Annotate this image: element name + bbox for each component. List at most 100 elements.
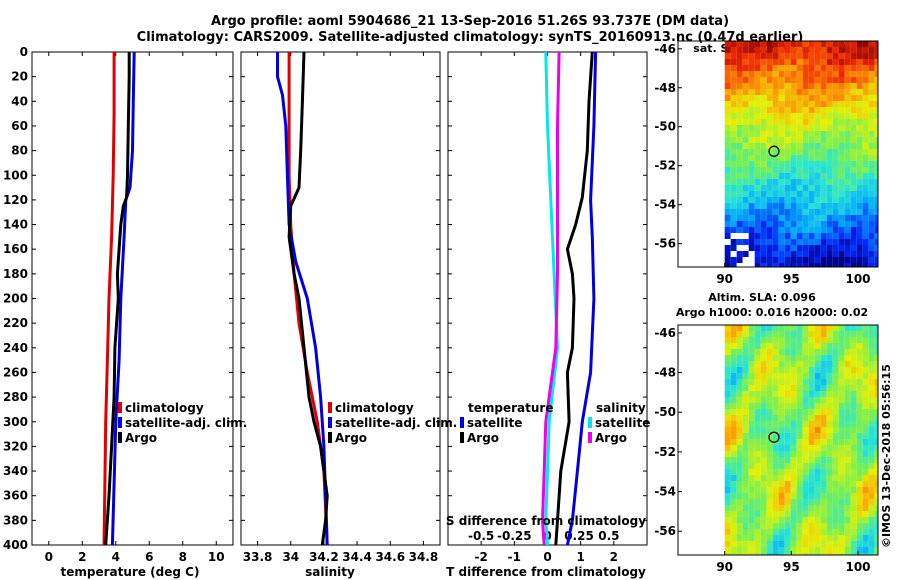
legend-label-s-argo: Argo	[595, 431, 627, 445]
sst-map-cell	[742, 53, 749, 59]
sla-map-cell	[730, 493, 737, 499]
sla-map-cell	[778, 349, 785, 355]
sla-map-cell	[778, 355, 785, 361]
sla-map-cell	[838, 463, 845, 469]
sla-map-cell	[790, 523, 797, 529]
sst-map-cell	[838, 203, 845, 209]
sst-map-cell	[868, 155, 875, 161]
sst-map-cell	[796, 233, 803, 239]
sst-map-cell	[778, 53, 785, 59]
sla-map-cell	[844, 397, 851, 403]
sst-map-cell	[844, 155, 851, 161]
sla-map-cell	[796, 475, 803, 481]
sla-map-cell	[862, 439, 869, 445]
temp-xtick-label: 8	[179, 550, 187, 564]
sst-map-cell	[724, 209, 731, 215]
sst-map-cell	[874, 185, 878, 191]
diff-series-t-argo	[554, 51, 594, 546]
sla-map-cell	[808, 463, 815, 469]
sst-map-cell	[856, 227, 863, 233]
sla-map-cell	[820, 517, 827, 523]
sst-map-cell	[778, 185, 785, 191]
sst-map-cell	[742, 203, 749, 209]
sla-map-cell	[832, 445, 839, 451]
sst-map-cell	[862, 215, 869, 221]
sst-map-cell	[760, 149, 767, 155]
sla-map-cell	[808, 439, 815, 445]
sst-map-cell	[736, 143, 743, 149]
sla-map-cell	[796, 439, 803, 445]
sst-map-cell	[838, 95, 845, 101]
temp-xtick-label: 2	[78, 550, 86, 564]
sst-map-cell	[724, 95, 731, 101]
sst-map-cell	[796, 107, 803, 113]
sla-map-cell	[766, 385, 773, 391]
sst-map-cell	[766, 257, 773, 263]
sla-map-cell	[814, 421, 821, 427]
sla-map-lat-label: -50	[654, 405, 676, 419]
sst-map-cell	[814, 257, 821, 263]
temp-xtick-label: 4	[112, 550, 120, 564]
sla-map-cell	[784, 421, 791, 427]
sla-map-cell	[844, 553, 851, 555]
sst-map-cell	[796, 197, 803, 203]
sst-map-cell	[826, 215, 833, 221]
sst-map-cell	[778, 125, 785, 131]
sst-map-cell	[796, 119, 803, 125]
sla-map-cell	[820, 361, 827, 367]
sst-map-cell	[862, 197, 869, 203]
sst-map-cell	[826, 173, 833, 179]
sst-map-cell	[820, 161, 827, 167]
sla-map-cell	[808, 511, 815, 517]
sst-map-cell	[850, 221, 857, 227]
sla-map-cell	[862, 445, 869, 451]
sla-map-cell	[856, 409, 863, 415]
sla-map-cell	[856, 475, 863, 481]
diff-series-s-argo	[541, 51, 561, 546]
sla-map-cell	[742, 337, 749, 343]
sst-map-cell	[736, 41, 743, 47]
sst-map-cell	[820, 41, 827, 47]
sla-map-cell	[784, 325, 791, 331]
sst-map-cell	[826, 197, 833, 203]
sla-map-cell	[796, 541, 803, 547]
sst-map-cell	[736, 107, 743, 113]
sst-map-cell	[814, 173, 821, 179]
sst-map-cell	[814, 53, 821, 59]
sst-map-cell	[724, 47, 731, 53]
sst-map-cell	[784, 263, 791, 267]
sst-map-cell	[766, 77, 773, 83]
sla-map-cell	[826, 343, 833, 349]
sst-map-cell	[820, 149, 827, 155]
sst-map-cell	[796, 263, 803, 267]
sla-map-cell	[790, 337, 797, 343]
sst-map-cell	[760, 197, 767, 203]
diff-xtick-label: -2	[474, 550, 487, 564]
sst-map-cell	[814, 101, 821, 107]
sla-map-cell	[730, 487, 737, 493]
sst-map-cell	[832, 263, 839, 267]
sst-map-cell	[808, 179, 815, 185]
sst-map-cell	[808, 227, 815, 233]
s-difference-label: S difference from climatology	[446, 514, 646, 528]
sst-map-cell	[838, 227, 845, 233]
sst-map-cell	[856, 173, 863, 179]
sla-map-cell	[766, 463, 773, 469]
sst-map-cell	[868, 107, 875, 113]
sla-map-cell	[838, 445, 845, 451]
sla-map-cell	[766, 355, 773, 361]
sla-map-cell	[772, 343, 779, 349]
sla-map-cell	[868, 475, 875, 481]
sla-map-cell	[850, 535, 857, 541]
sla-map-cell	[742, 493, 749, 499]
sla-map-cell	[796, 547, 803, 553]
sst-map-cell	[808, 257, 815, 263]
sla-map-cell	[790, 487, 797, 493]
sst-map-cell	[784, 173, 791, 179]
sst-map-cell	[760, 203, 767, 209]
sst-map-cell	[820, 233, 827, 239]
sst-map-cell	[868, 71, 875, 77]
sla-map-cell	[820, 421, 827, 427]
sst-map-cell	[748, 215, 755, 221]
sst-map-cell	[724, 263, 731, 267]
